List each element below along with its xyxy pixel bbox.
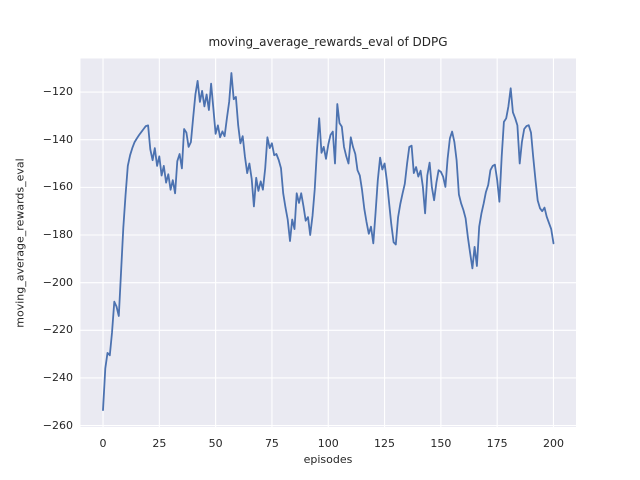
- y-tick-label: −200: [42, 275, 73, 289]
- y-tick-label: −180: [42, 228, 73, 241]
- x-tick-label: 175: [486, 437, 508, 450]
- chart-title: moving_average_rewards_eval of DDPG: [208, 35, 448, 49]
- x-tick-label: 100: [317, 437, 339, 450]
- x-tick-label: 75: [264, 437, 279, 450]
- x-tick-label: 125: [374, 437, 396, 450]
- x-axis-label: episodes: [303, 453, 353, 466]
- x-tick-label: 25: [152, 437, 167, 450]
- x-tick-label: 150: [430, 437, 452, 450]
- y-tick-label: −160: [42, 180, 73, 194]
- x-tick-label: 200: [542, 437, 564, 450]
- y-tick-label: −220: [42, 323, 73, 337]
- y-tick-label: −140: [42, 132, 73, 146]
- y-tick-label: −260: [42, 418, 73, 432]
- reward-line: [102, 72, 555, 411]
- y-tick-label: −240: [42, 370, 73, 384]
- y-tick-label: −120: [42, 85, 73, 99]
- x-tick-label: 50: [208, 437, 223, 450]
- x-tick-label: 0: [99, 437, 107, 450]
